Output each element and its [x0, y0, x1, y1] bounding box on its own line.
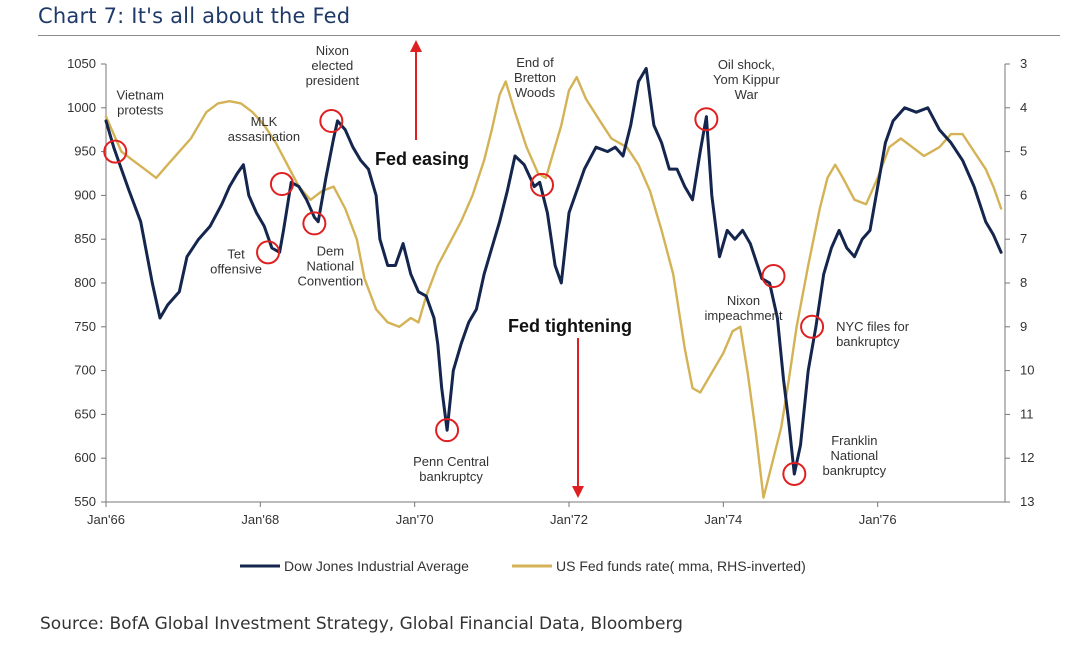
y-left-tick-label: 800 — [74, 275, 96, 290]
event-marker-circle — [800, 314, 825, 339]
legend-label-dow: Dow Jones Industrial Average — [284, 558, 469, 574]
event-marker-circle — [319, 108, 344, 133]
event-annotation-line: Oil shock, — [718, 57, 775, 72]
event-annotation-line: Convention — [297, 273, 363, 288]
event-marker-circle — [256, 240, 281, 265]
event-marker-circle — [435, 418, 460, 443]
event-annotation: End of Bretton Woods — [514, 55, 556, 100]
event-marker-circle — [694, 107, 719, 132]
event-annotation: Vietnam protests — [117, 88, 164, 118]
fed-easing-arrowhead — [410, 40, 422, 52]
event-annotation: Franklin National bankruptcy — [823, 433, 887, 478]
y-left-tick-label: 600 — [74, 450, 96, 465]
dow-jones-line — [104, 66, 1003, 476]
event-annotation-line: Nixon — [316, 43, 349, 58]
event-annotation-line: Bretton — [514, 70, 556, 85]
y-left-tick-label: 550 — [74, 494, 96, 509]
event-annotation-line: Penn Central — [413, 454, 489, 469]
y-left-tick-label: 700 — [74, 363, 96, 378]
y-right-tick-label: 10 — [1020, 363, 1034, 378]
event-annotation-line: assasination — [228, 129, 300, 144]
chart-legend: Dow Jones Industrial Average US Fed funds… — [240, 558, 806, 574]
x-tick-label: Jan'70 — [396, 512, 434, 527]
event-annotation: Nixon impeachment — [704, 293, 782, 323]
event-annotation: NYC files for bankruptcy — [836, 319, 910, 349]
event-annotation: Oil shock, Yom Kippur War — [713, 57, 780, 102]
x-tick-label: Jan'76 — [859, 512, 897, 527]
event-annotation-line: bankruptcy — [823, 463, 887, 478]
y-left-tick-label: 900 — [74, 187, 96, 202]
source-note: Source: BofA Global Investment Strategy,… — [40, 614, 683, 634]
event-marker-circle — [761, 263, 786, 288]
event-marker-circle — [529, 172, 554, 197]
event-annotation-line: protests — [117, 103, 164, 118]
fed-tightening-label: Fed tightening — [508, 316, 632, 336]
x-tick-label: Jan'72 — [550, 512, 588, 527]
fed-easing-label: Fed easing — [375, 149, 469, 169]
event-annotation-line: War — [735, 87, 759, 102]
event-annotation-line: NYC files for — [836, 319, 910, 334]
y-right-tick-label: 8 — [1020, 275, 1027, 290]
fed-tightening-arrowhead — [572, 486, 584, 498]
event-marker-circle — [302, 211, 327, 236]
y-right-tick-label: 11 — [1020, 406, 1034, 421]
event-annotation: Nixon elected president — [306, 43, 360, 88]
y-left-tick-label: 1000 — [67, 100, 96, 115]
event-marker-circle — [269, 172, 294, 197]
y-right-tick-label: 4 — [1020, 100, 1027, 115]
event-annotation-line: National — [307, 258, 355, 273]
y-right-tick-label: 3 — [1020, 56, 1027, 71]
event-annotation-line: offensive — [210, 261, 262, 276]
event-annotation-line: Dem — [317, 243, 344, 258]
event-annotation-line: MLK — [251, 114, 278, 129]
event-annotation-line: bankruptcy — [419, 469, 483, 484]
event-annotation-line: elected — [311, 58, 353, 73]
event-annotation: Tet offensive — [210, 246, 262, 276]
event-annotation-line: Vietnam — [117, 88, 164, 103]
chart-title: Chart 7: It's all about the Fed — [38, 4, 351, 28]
event-annotation-line: Tet — [227, 246, 245, 261]
event-annotation: Penn Central bankruptcy — [413, 454, 489, 484]
y-left-tick-label: 950 — [74, 144, 96, 159]
event-annotation-line: bankruptcy — [836, 334, 900, 349]
chart-series — [104, 66, 1003, 499]
event-annotation-line: National — [830, 448, 878, 463]
fed-funds-line — [104, 75, 1003, 499]
y-right-tick-label: 5 — [1020, 144, 1027, 159]
event-annotation-line: End of — [516, 55, 554, 70]
event-marker-circle — [103, 139, 128, 164]
y-left-tick-label: 650 — [74, 406, 96, 421]
event-annotation-line: Woods — [515, 85, 556, 100]
y-right-tick-label: 7 — [1020, 231, 1027, 246]
chart-axes: 550 600 650 700 750 800 850 900 950 1000 1050 3 4 5 6 7… — [67, 56, 1034, 527]
legend-label-fed: US Fed funds rate( mma, RHS-inverted) — [556, 558, 806, 574]
event-marker-circle — [782, 461, 807, 486]
event-annotation-line: Yom Kippur — [713, 72, 780, 87]
y-left-tick-label: 850 — [74, 231, 96, 246]
y-right-tick-label: 12 — [1020, 450, 1034, 465]
event-annotation-line: president — [306, 73, 360, 88]
y-right-tick-label: 9 — [1020, 319, 1027, 334]
x-tick-label: Jan'66 — [87, 512, 125, 527]
event-annotation: MLK assasination — [228, 114, 300, 144]
title-divider — [38, 35, 1060, 36]
y-right-tick-label: 6 — [1020, 187, 1027, 202]
x-tick-label: Jan'74 — [704, 512, 742, 527]
x-tick-label: Jan'68 — [241, 512, 279, 527]
y-left-tick-label: 750 — [74, 319, 96, 334]
event-annotation-line: impeachment — [704, 308, 782, 323]
event-annotation-line: Franklin — [831, 433, 877, 448]
y-right-tick-label: 13 — [1020, 494, 1034, 509]
event-annotation-line: Nixon — [727, 293, 760, 308]
event-annotation: Dem National Convention — [297, 243, 363, 288]
y-left-tick-label: 1050 — [67, 56, 96, 71]
